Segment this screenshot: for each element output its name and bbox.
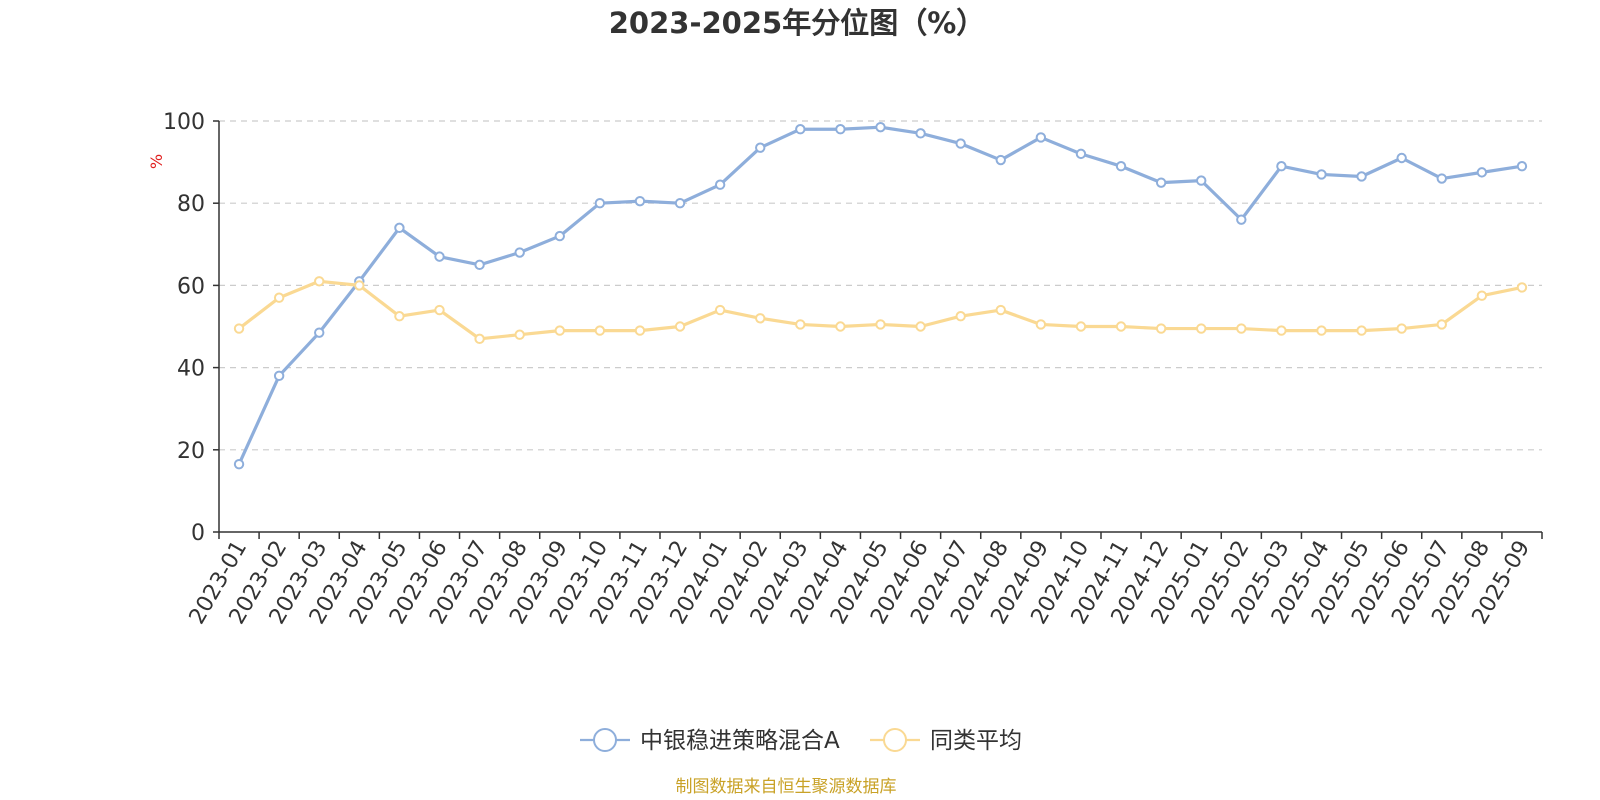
data-point: [1316, 169, 1327, 180]
data-point: [434, 251, 445, 262]
data-point: [634, 195, 646, 207]
data-point: [955, 311, 966, 322]
y-tick-label: 0: [191, 521, 205, 546]
data-point: [1396, 323, 1407, 334]
legend-label: 中银稳进策略混合A: [640, 728, 840, 754]
x-axis-ticks: 2023-012023-022023-032023-042023-052023-…: [185, 532, 1543, 629]
data-point: [354, 280, 365, 291]
data-point: [1436, 173, 1447, 184]
data-point: [474, 259, 485, 271]
data-point: [714, 304, 726, 316]
y-tick-label: 60: [177, 274, 205, 299]
y-tick-label: 100: [163, 110, 205, 135]
data-point: [835, 321, 846, 332]
data-point: [795, 124, 806, 135]
data-point: [1155, 323, 1167, 334]
data-point: [1035, 132, 1047, 143]
data-point: [955, 138, 966, 149]
data-point: [273, 292, 285, 303]
data-point: [474, 333, 485, 345]
data-point: [1476, 167, 1488, 178]
data-point: [1476, 290, 1488, 301]
legend-label: 同类平均: [930, 728, 1022, 754]
data-point: [1516, 161, 1528, 172]
data-point: [514, 247, 525, 258]
data-point: [1276, 325, 1287, 336]
data-point: [1436, 319, 1447, 330]
series-line: [237, 279, 1524, 341]
data-point: [1356, 325, 1367, 336]
axes: [218, 121, 1542, 533]
data-point: [434, 304, 445, 316]
data-point: [394, 222, 405, 234]
data-point: [1075, 148, 1087, 160]
data-point: [514, 329, 525, 340]
series-2: [233, 276, 1528, 345]
data-point: [674, 321, 686, 332]
data-point: [915, 321, 926, 332]
data-point: [1155, 177, 1167, 188]
legend-marker: [593, 728, 617, 752]
data-point: [915, 128, 926, 139]
data-point: [394, 311, 405, 322]
data-point: [594, 198, 606, 209]
data-point: [233, 323, 245, 334]
data-point: [1516, 282, 1528, 293]
data-point: [1115, 161, 1127, 172]
y-tick-label: 40: [177, 357, 205, 382]
data-point: [554, 325, 565, 336]
series-layer: [233, 121, 1528, 470]
data-point: [314, 276, 325, 287]
data-point: [1196, 323, 1207, 334]
data-point: [995, 304, 1006, 316]
data-point: [1075, 321, 1087, 332]
data-point: [995, 154, 1006, 166]
data-point: [1316, 325, 1327, 336]
data-point: [554, 230, 565, 242]
data-point: [1276, 161, 1287, 172]
y-axis-ticks: 0 20 40 60 80 100: [163, 110, 219, 546]
data-point: [1236, 323, 1247, 334]
legend-marker: [883, 728, 907, 752]
series-1: [233, 121, 1528, 470]
data-point: [755, 313, 766, 324]
legend: 中银稳进策略混合A 同类平均: [580, 728, 1022, 754]
data-point: [755, 142, 766, 153]
data-point: [314, 327, 325, 338]
data-point: [875, 319, 886, 330]
data-point: [1115, 321, 1127, 332]
data-point: [795, 319, 806, 330]
data-point: [1196, 175, 1207, 186]
data-point: [875, 121, 886, 133]
data-point: [273, 370, 285, 382]
data-point: [634, 325, 646, 336]
data-point: [1035, 319, 1047, 330]
data-point: [835, 124, 846, 135]
data-point: [1356, 171, 1367, 182]
data-point: [714, 179, 726, 190]
y-tick-label: 80: [177, 192, 205, 217]
legend-item-2[interactable]: 同类平均: [870, 728, 1022, 754]
chart-title: 2023-2025年分位图（%）: [609, 6, 986, 40]
data-point: [1396, 152, 1407, 164]
data-point: [233, 458, 245, 470]
data-point: [594, 325, 606, 336]
source-note: 制图数据来自恒生聚源数据库: [676, 777, 897, 797]
data-point: [1236, 214, 1247, 225]
data-point: [674, 198, 686, 209]
series-line: [237, 125, 1524, 466]
legend-item-1[interactable]: 中银稳进策略混合A: [580, 728, 840, 754]
grid-lines: [219, 120, 1542, 451]
y-tick-label: 20: [177, 439, 205, 464]
y-axis-label: %: [147, 154, 166, 169]
